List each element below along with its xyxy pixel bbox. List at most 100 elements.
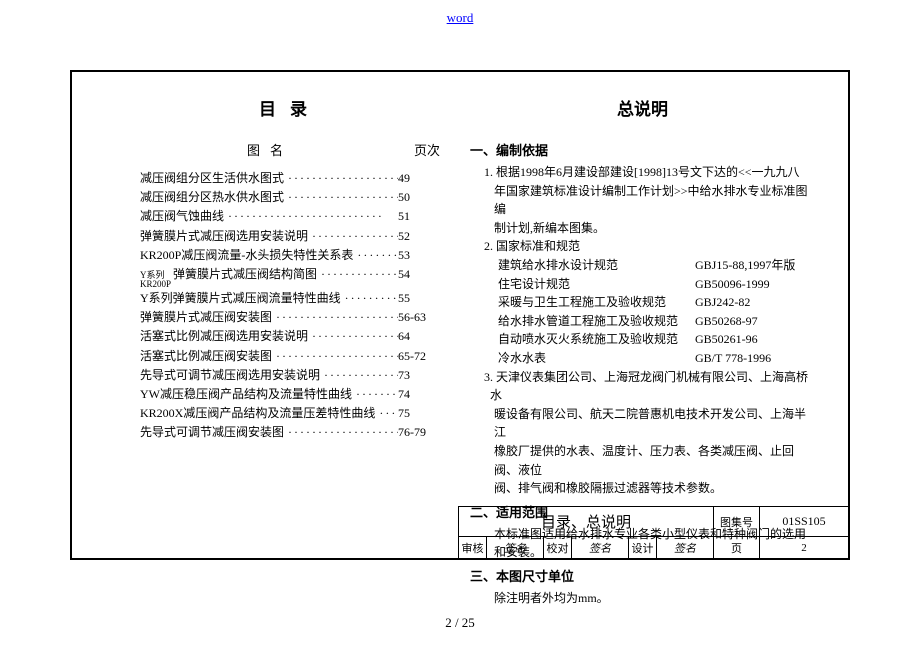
toc-page: 75 xyxy=(398,404,440,423)
word-link[interactable]: word xyxy=(447,10,474,26)
toc-dots: ·························· xyxy=(320,366,398,385)
toc-page: 49 xyxy=(398,169,440,188)
toc-row: YW减压稳压阀产品结构及流量特性曲线······················… xyxy=(140,385,440,404)
audit-signature: 签名 xyxy=(487,537,544,559)
standard-name: 住宅设计规范 xyxy=(498,275,695,294)
standard-code: GB50261-96 xyxy=(695,330,815,349)
toc-page: 53 xyxy=(398,246,440,265)
toc-label: 减压阀组分区生活供水图式 xyxy=(140,169,284,188)
toc-dots: ·························· xyxy=(308,227,398,246)
standard-row: 建筑给水排水设计规范GBJ15-88,1997年版 xyxy=(470,256,815,275)
drawing-frame: 目录 图名 页次 减压阀组分区生活供水图式···················… xyxy=(70,70,850,560)
section-1-heading: 一、编制依据 xyxy=(470,140,815,159)
page-number-cell: 2 xyxy=(760,537,848,559)
standard-name: 采暖与卫生工程施工及验收规范 xyxy=(498,293,695,312)
toc-column: 目录 图名 页次 减压阀组分区生活供水图式···················… xyxy=(80,80,460,498)
toc-label: 活塞式比例减压阀安装图 xyxy=(140,347,272,366)
toc-label: YW减压稳压阀产品结构及流量特性曲线 xyxy=(140,385,352,404)
toc-page: 74 xyxy=(398,385,440,404)
document-page-number: 2 / 25 xyxy=(445,615,475,631)
section-1-p2: 2. 国家标准和规范 xyxy=(470,237,815,256)
titleblock-set-label: 图集号 xyxy=(714,507,760,536)
toc-page: 64 xyxy=(398,327,440,346)
section-3-heading: 三、本图尺寸单位 xyxy=(470,566,815,585)
toc-label: 弹簧膜片式减压阀安装图 xyxy=(140,308,272,327)
toc-row: Y系列弹簧膜片式减压阀流量特性曲线·······················… xyxy=(140,289,440,308)
toc-label: 活塞式比例减压阀选用安装说明 xyxy=(140,327,308,346)
toc-row: KR200P减压阀流量-水头损失特性关系表···················… xyxy=(140,246,440,265)
toc-dots: ·························· xyxy=(224,207,398,226)
toc-row: 减压阀气蚀曲线··························51 xyxy=(140,207,440,226)
design-signature: 签名 xyxy=(657,537,714,559)
toc-sub-label: Y系列 KR200P xyxy=(140,271,171,289)
check-label: 校对 xyxy=(544,537,572,559)
toc-row: 活塞式比例减压阀安装图··························65-… xyxy=(140,347,440,366)
standard-row: 冷水水表GB/T 778-1996 xyxy=(470,349,815,368)
toc-row: 减压阀组分区热水供水图式··························50 xyxy=(140,188,440,207)
toc-row: 弹簧膜片式减压阀安装图··························56-… xyxy=(140,308,440,327)
standards-list: 建筑给水排水设计规范GBJ15-88,1997年版住宅设计规范GB50096-1… xyxy=(470,256,815,368)
toc-dots: ·························· xyxy=(272,308,398,327)
toc-row: 减压阀组分区生活供水图式··························49 xyxy=(140,169,440,188)
standard-name: 建筑给水排水设计规范 xyxy=(498,256,695,275)
toc-page: 51 xyxy=(398,207,440,226)
content-area: 目录 图名 页次 减压阀组分区生活供水图式···················… xyxy=(80,80,840,498)
toc-header-page: 页次 xyxy=(400,140,440,159)
page-label: 页 xyxy=(714,537,760,559)
toc-dots: ·························· xyxy=(284,423,398,442)
title-block: 目录、总说明 图集号 01SS105 审核 签名 校对 签名 设计 签名 页 2 xyxy=(458,506,848,558)
toc-page: 56-63 xyxy=(398,308,440,327)
toc-label: Y系列弹簧膜片式减压阀流量特性曲线 xyxy=(140,289,341,308)
standard-code: GBJ15-88,1997年版 xyxy=(695,256,815,275)
toc-body: 减压阀组分区生活供水图式··························49… xyxy=(140,169,440,442)
standard-row: 给水排水管道工程施工及验收规范GB50268-97 xyxy=(470,312,815,331)
toc-dots: ·························· xyxy=(375,404,398,423)
section-1-p3d: 阀、排气阀和橡胶隔振过滤器等技术参数。 xyxy=(470,479,815,498)
toc-label: 先导式可调节减压阀选用安装说明 xyxy=(140,366,320,385)
standard-code: GB50096-1999 xyxy=(695,275,815,294)
standard-name: 自动喷水灭火系统施工及验收规范 xyxy=(498,330,695,349)
standard-row: 采暖与卫生工程施工及验收规范GBJ242-82 xyxy=(470,293,815,312)
toc-dots: ·························· xyxy=(284,169,398,188)
description-title: 总说明 xyxy=(470,95,815,120)
toc-dots: ·························· xyxy=(341,289,398,308)
toc-row: 活塞式比例减压阀选用安装说明··························… xyxy=(140,327,440,346)
toc-dots: ·························· xyxy=(353,246,398,265)
toc-header-name: 图名 xyxy=(140,140,400,159)
toc-title: 目录 xyxy=(140,95,440,120)
toc-dots: ·························· xyxy=(317,265,398,284)
toc-header: 图名 页次 xyxy=(140,140,440,159)
check-signature: 签名 xyxy=(572,537,629,559)
toc-page: 76-79 xyxy=(398,423,440,442)
toc-dots: ·························· xyxy=(352,385,398,404)
toc-label: KR200X减压阀产品结构及流量压差特性曲线 xyxy=(140,404,375,423)
section-1-p3c: 橡胶厂提供的水表、温度计、压力表、各类减压阀、止回阀、液位 xyxy=(470,442,815,479)
toc-page: 55 xyxy=(398,289,440,308)
toc-row: 先导式可调节减压阀安装图··························76… xyxy=(140,423,440,442)
toc-page: 65-72 xyxy=(398,347,440,366)
description-column: 总说明 一、编制依据 1. 根据1998年6月建设部建设[1998]13号文下达… xyxy=(460,80,840,498)
toc-label: 弹簧膜片式减压阀选用安装说明 xyxy=(140,227,308,246)
section-1-p3b: 暖设备有限公司、航天二院普惠机电技术开发公司、上海半江 xyxy=(470,405,815,442)
toc-row: KR200X减压阀产品结构及流量压差特性曲线··················… xyxy=(140,404,440,423)
design-label: 设计 xyxy=(629,537,657,559)
section-3-p1: 除注明者外均为mm。 xyxy=(470,589,815,608)
toc-label: 减压阀气蚀曲线 xyxy=(140,207,224,226)
toc-page: 73 xyxy=(398,366,440,385)
toc-row: 弹簧膜片式减压阀选用安装说明··························… xyxy=(140,227,440,246)
standard-row: 自动喷水灭火系统施工及验收规范GB50261-96 xyxy=(470,330,815,349)
toc-label: 弹簧膜片式减压阀结构简图 xyxy=(173,265,317,284)
audit-label: 审核 xyxy=(459,537,487,559)
section-1-p3a: 3. 天津仪表集团公司、上海冠龙阀门机械有限公司、上海高桥水 xyxy=(470,368,815,405)
standard-name: 冷水水表 xyxy=(498,349,695,368)
standard-row: 住宅设计规范GB50096-1999 xyxy=(470,275,815,294)
standard-code: GB/T 778-1996 xyxy=(695,349,815,368)
toc-dots: ·························· xyxy=(308,327,398,346)
toc-label: 先导式可调节减压阀安装图 xyxy=(140,423,284,442)
section-1-p1b: 年国家建筑标准设计编制工作计划>>中给水排水专业标准图编 xyxy=(470,182,815,219)
titleblock-set-number: 01SS105 xyxy=(760,507,848,536)
standard-name: 给水排水管道工程施工及验收规范 xyxy=(498,312,695,331)
standard-code: GBJ242-82 xyxy=(695,293,815,312)
toc-page: 52 xyxy=(398,227,440,246)
section-1-p1c: 制计划,新编本图集。 xyxy=(470,219,815,238)
